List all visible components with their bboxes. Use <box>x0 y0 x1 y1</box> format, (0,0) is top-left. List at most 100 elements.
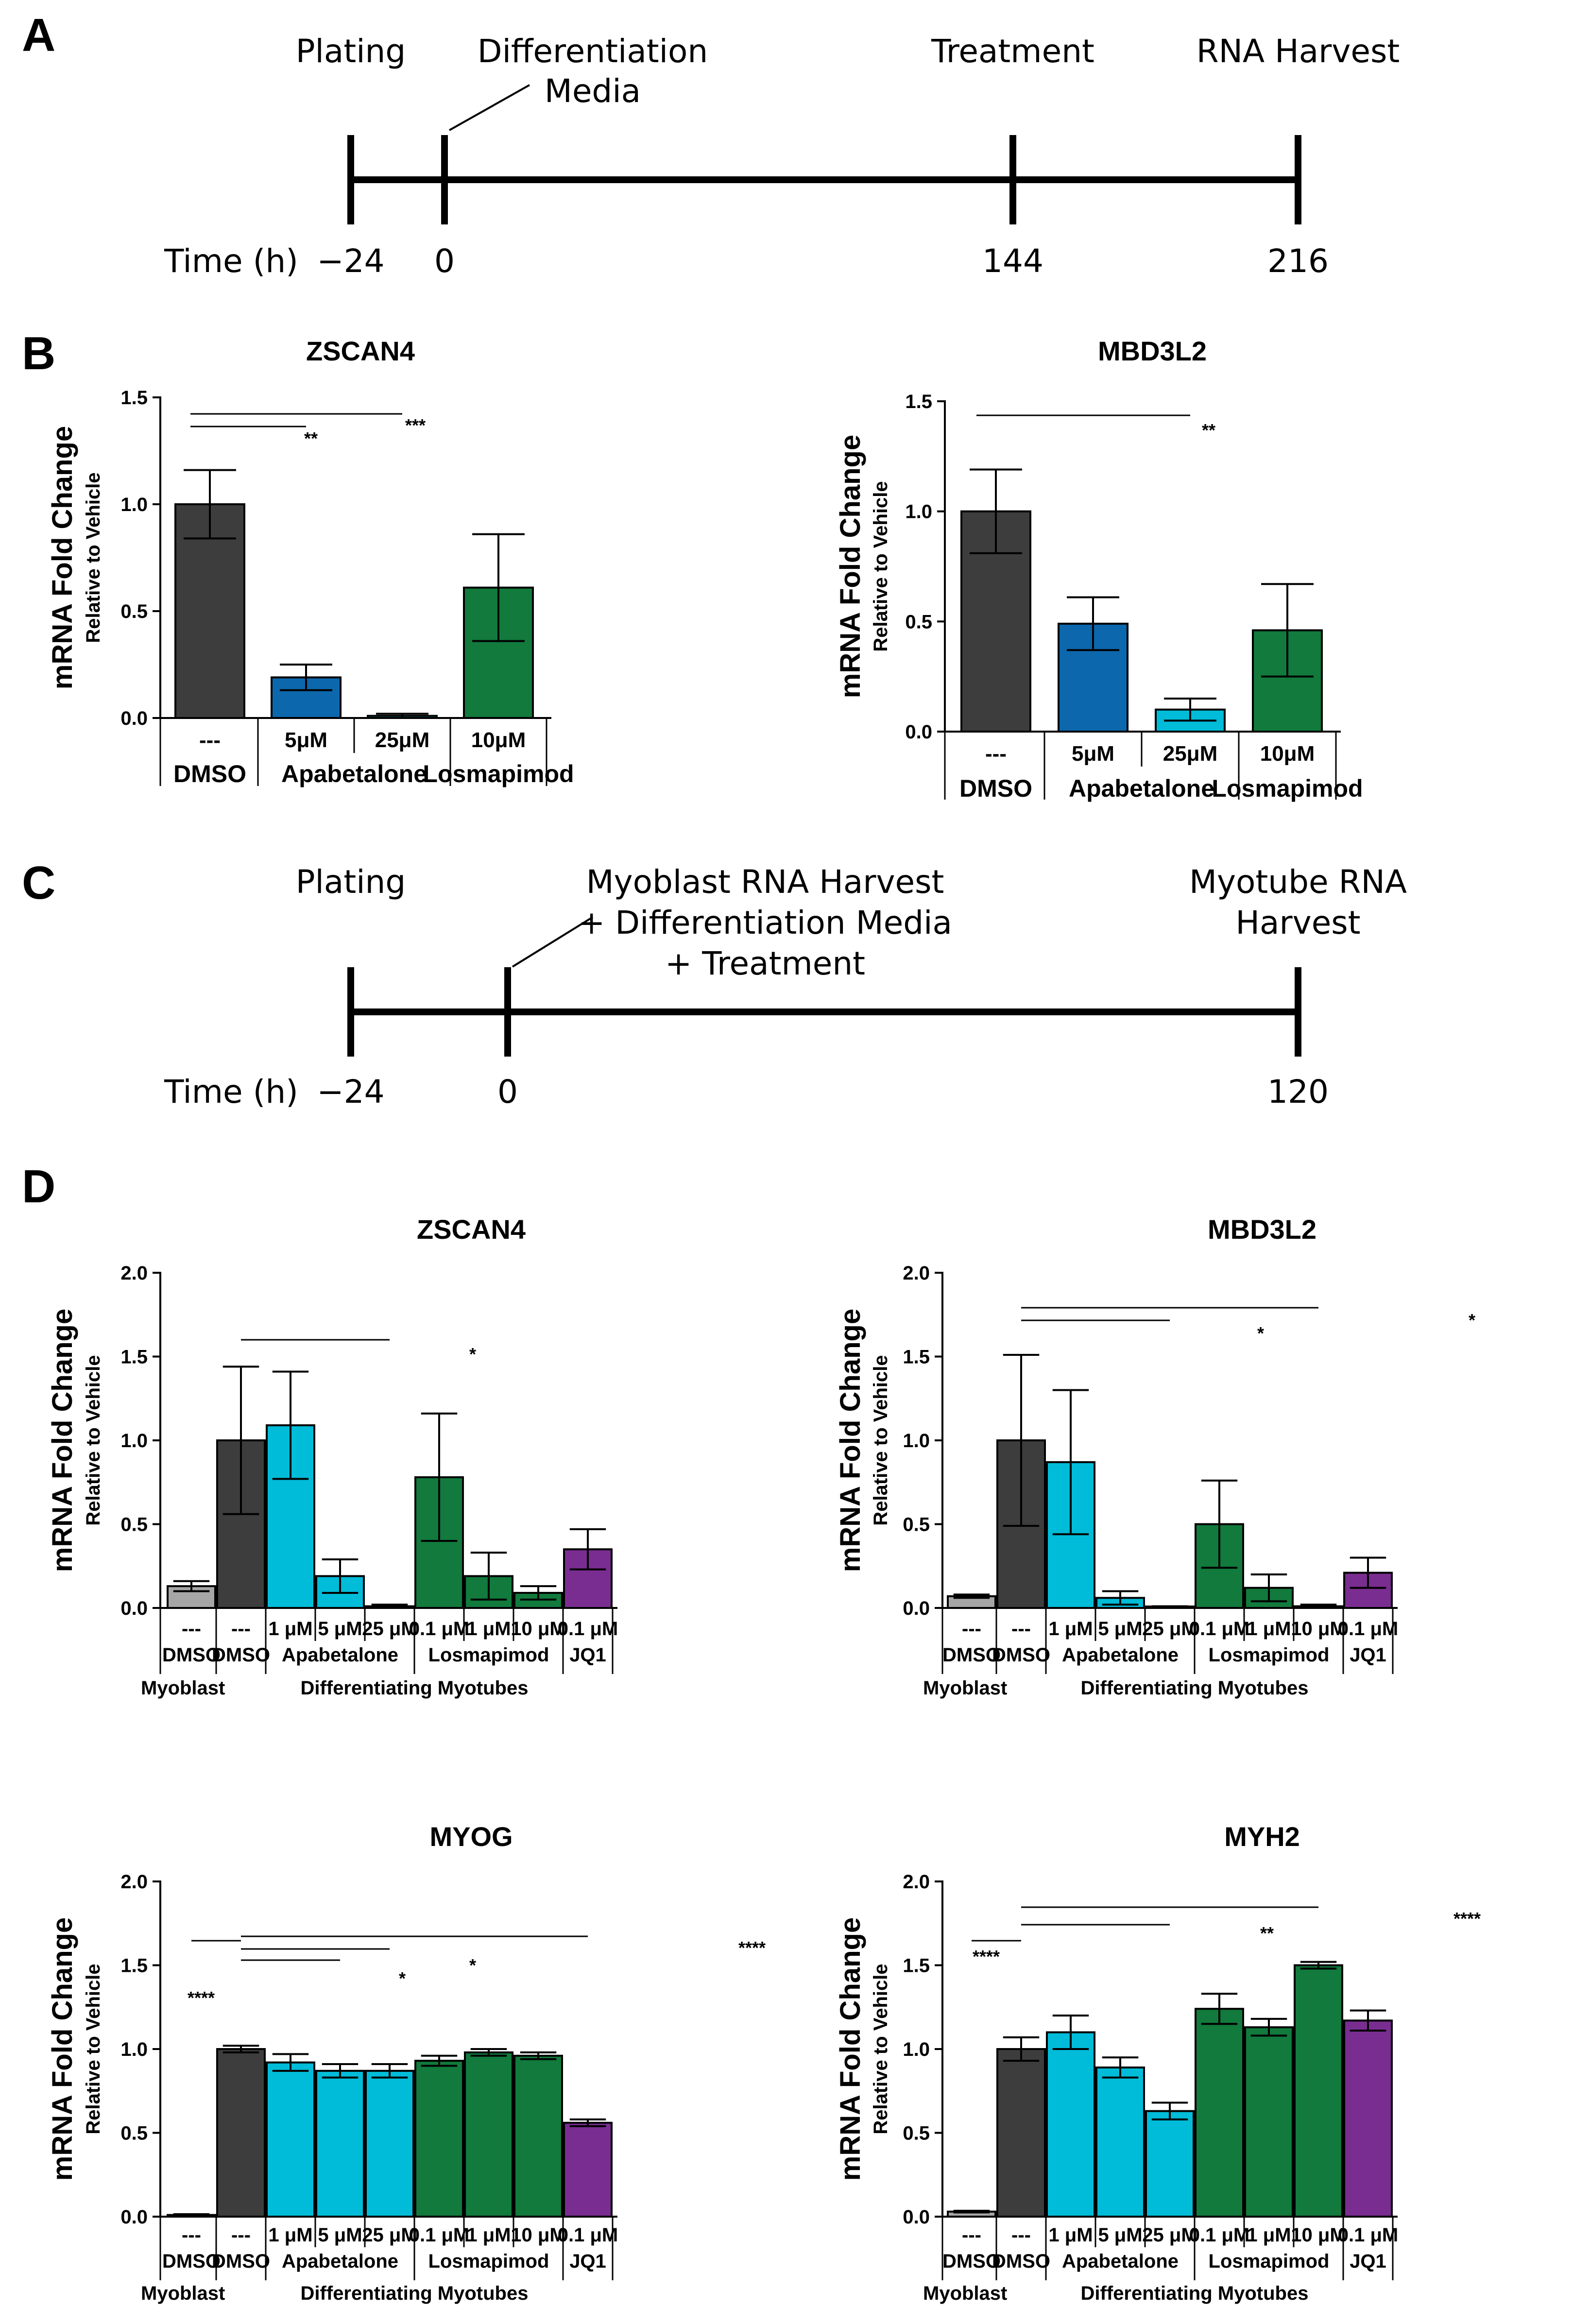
chart-4-mbd3l2: MBD3L2 mRNA Fold Change Relative to Vehicl… <box>835 1214 1475 1699</box>
super-group-label: Myoblast <box>923 2283 1007 2304</box>
y-tick-label: 2.0 <box>903 1263 930 1284</box>
group-label: Apabetalone <box>282 2251 398 2272</box>
panel-letter-d: D <box>22 1161 55 1213</box>
chart-title: ZSCAN4 <box>306 336 415 366</box>
super-group-label: Differentiating Myotubes <box>301 2283 529 2304</box>
group-label: Losmapimod <box>423 760 574 787</box>
chart-2-mbd3l2: MBD3L2 mRNA Fold Change Relative to Vehicl… <box>835 336 1363 802</box>
x-tick-label: 0.1 μM <box>558 2224 618 2246</box>
significance-label: ** <box>1260 1923 1274 1943</box>
y-tick-label: 1.0 <box>903 1430 930 1452</box>
event-label: RNA Harvest <box>1197 33 1400 70</box>
x-tick-label: 25μM <box>1163 742 1218 766</box>
x-tick-label: 25 μM <box>1142 2224 1197 2246</box>
x-tick-label: 5 μM <box>318 1618 362 1640</box>
x-tick-label: 1 μM <box>268 1618 312 1640</box>
x-tick-label: --- <box>231 2224 251 2246</box>
y-axis-label: mRNA Fold Change <box>47 426 78 689</box>
x-tick-label: 10 μM <box>1291 2224 1346 2246</box>
x-tick-label: 1 μM <box>1247 1618 1291 1640</box>
y-tick-label: 0.0 <box>905 721 932 743</box>
x-tick-label: 0.1 μM <box>1189 1618 1250 1640</box>
group-label: Apabetalone <box>282 1644 398 1666</box>
x-tick-label: 0.1 μM <box>409 2224 470 2246</box>
event-label: Harvest <box>1235 904 1360 941</box>
group-label: DMSO <box>212 1644 270 1666</box>
y-axis-label: mRNA Fold Change <box>47 1309 78 1572</box>
x-tick-label: 1 μM <box>1048 1618 1093 1640</box>
chart-1-zscan4: ZSCAN4 mRNA Fold Change Relative to Vehicl… <box>47 336 574 787</box>
y-tick-label: 2.0 <box>120 1263 148 1284</box>
x-tick-label: 10 μM <box>511 2224 565 2246</box>
x-tick-label: --- <box>962 1618 981 1640</box>
group-label: DMSO <box>173 760 246 787</box>
bar <box>266 2061 315 2218</box>
y-tick-label: 1.0 <box>120 2039 148 2060</box>
significance-label: *** <box>405 415 426 435</box>
group-label: DMSO <box>959 775 1032 802</box>
chart-3-zscan4: ZSCAN4 mRNA Fold Change Relative to Vehicl… <box>47 1214 618 1699</box>
panel-letter-a: A <box>22 9 55 61</box>
y-tick-label: 0.5 <box>120 2123 148 2144</box>
significance-label: * <box>469 1955 476 1975</box>
y-axis-sublabel: Relative to Vehicle <box>83 472 104 643</box>
time-value: 0 <box>497 1073 518 1111</box>
x-tick-label: --- <box>231 1618 251 1640</box>
y-axis-label: mRNA Fold Change <box>835 1917 866 2181</box>
super-group-label: Differentiating Myotubes <box>301 1677 529 1699</box>
significance-label: * <box>1257 1323 1264 1343</box>
significance-label: * <box>399 1968 406 1988</box>
x-tick-label: --- <box>1011 2224 1031 2246</box>
super-group-label: Myoblast <box>141 1677 225 1699</box>
event-label: Plating <box>296 863 406 901</box>
x-tick-label: 1 μM <box>268 2224 312 2246</box>
group-label: DMSO <box>942 2251 1001 2272</box>
y-axis-label: mRNA Fold Change <box>47 1917 78 2181</box>
chart-title: MBD3L2 <box>1208 1214 1316 1245</box>
group-label: JQ1 <box>1350 1644 1386 1666</box>
significance-label: * <box>1469 1310 1475 1330</box>
y-axis-sublabel: Relative to Vehicle <box>83 1355 104 1525</box>
chart-title: MYH2 <box>1224 1821 1300 1852</box>
y-tick-label: 0.5 <box>903 2123 930 2144</box>
group-label: JQ1 <box>569 2251 606 2272</box>
chart-title: MYOG <box>429 1821 513 1852</box>
group-label: DMSO <box>942 1644 1001 1666</box>
y-axis-sublabel: Relative to Vehicle <box>83 1964 104 2134</box>
y-tick-label: 2.0 <box>903 1871 930 1893</box>
bar <box>365 2069 414 2218</box>
bar <box>216 2048 266 2218</box>
x-tick-label: --- <box>182 2224 201 2246</box>
y-tick-label: 0.0 <box>120 708 148 729</box>
x-tick-label: 1 μM <box>466 1618 511 1640</box>
y-axis-sublabel: Relative to Vehicle <box>870 1355 891 1525</box>
time-value: 120 <box>1267 1073 1329 1111</box>
chart-title: ZSCAN4 <box>417 1214 526 1245</box>
time-axis-label: Time (h) <box>164 242 298 280</box>
significance-label: **** <box>1453 1909 1481 1929</box>
time-value: −24 <box>317 242 384 280</box>
significance-label: * <box>469 1344 476 1364</box>
x-tick-label: 10μM <box>1260 742 1315 766</box>
group-label: Losmapimod <box>428 2251 549 2272</box>
significance-label: ** <box>1202 420 1215 440</box>
x-tick-label: 25 μM <box>1142 1618 1197 1640</box>
group-label: DMSO <box>162 1644 221 1666</box>
y-tick-label: 0.0 <box>120 2206 148 2228</box>
super-group-label: Myoblast <box>923 1677 1007 1699</box>
group-label: Apabetalone <box>1062 2251 1179 2272</box>
y-tick-label: 1.0 <box>905 501 932 523</box>
y-tick-label: 1.5 <box>905 391 932 412</box>
x-tick-label: 5 μM <box>1098 1618 1142 1640</box>
y-tick-label: 1.5 <box>903 1955 930 1977</box>
x-tick-label: 1 μM <box>1247 2224 1291 2246</box>
y-tick-label: 2.0 <box>120 1871 148 1893</box>
event-label: Myotube RNA <box>1189 863 1407 901</box>
chart-6-myh2: MYH2 mRNA Fold Change Relative to Vehicle 0… <box>835 1821 1481 2304</box>
x-tick-label: 5μM <box>285 728 327 752</box>
bar <box>414 2060 464 2218</box>
x-tick-label: 5μM <box>1072 742 1114 766</box>
x-tick-label: --- <box>199 728 221 752</box>
group-label: DMSO <box>992 1644 1050 1666</box>
